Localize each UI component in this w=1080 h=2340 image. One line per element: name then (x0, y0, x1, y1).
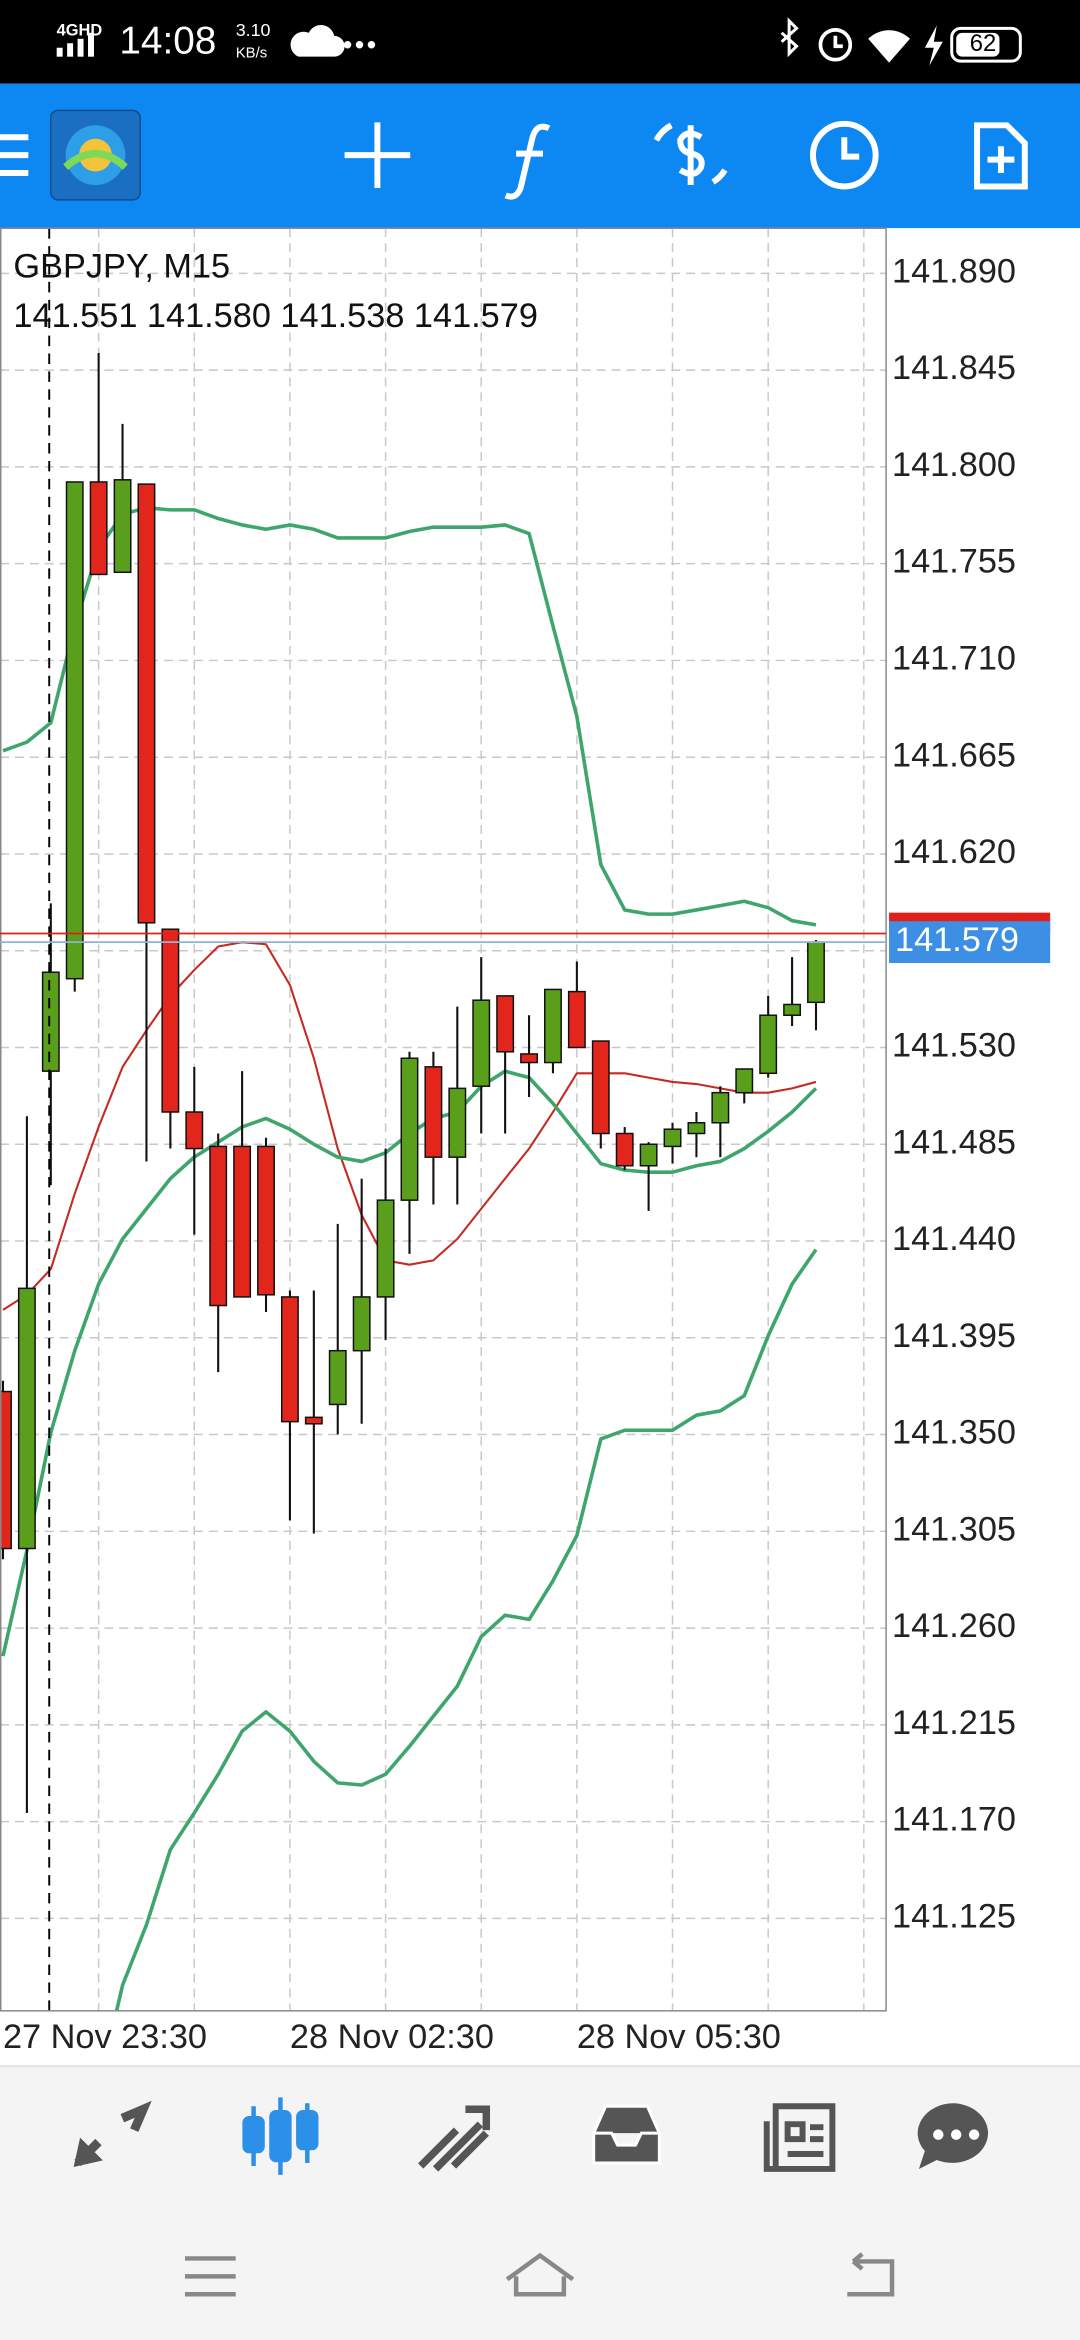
candle-body (17, 1287, 36, 1550)
battery-icon (950, 26, 1022, 63)
y-tick-label: 141.890 (892, 252, 1016, 290)
trade-button[interactable] (653, 122, 728, 185)
y-tick-label: 141.350 (892, 1414, 1016, 1452)
net-speed: 3.10 (236, 20, 271, 40)
new-order-button[interactable] (974, 122, 1028, 190)
candle-body (807, 941, 825, 1004)
indicator-line (2, 941, 817, 1311)
y-tick-label: 141.800 (892, 446, 1016, 484)
y-tick-label: 141.395 (892, 1317, 1016, 1355)
indicators-button[interactable] (504, 123, 551, 200)
signal-icon (56, 32, 94, 57)
more-icon (343, 41, 376, 49)
candle-body (567, 990, 586, 1049)
candle-body (41, 971, 60, 1072)
history-button[interactable] (810, 120, 879, 190)
y-tick-label: 141.440 (892, 1220, 1016, 1258)
battery-level (956, 32, 1000, 57)
candle-body (113, 479, 132, 574)
candle-body (209, 1145, 228, 1307)
candle-body (783, 1003, 802, 1016)
y-tick-label: 141.305 (892, 1510, 1016, 1548)
candle-body (233, 1145, 252, 1298)
x-tick-label: 27 Nov 23:30 (3, 2018, 207, 2056)
x-tick-label: 28 Nov 02:30 (290, 2018, 494, 2056)
candle-body (711, 1091, 730, 1124)
y-tick-label: 141.530 (892, 1027, 1016, 1065)
network-label: 4GHD (57, 22, 103, 40)
y-tick-label: 141.710 (892, 640, 1016, 678)
candle-body (0, 1390, 12, 1550)
candle-body (759, 1014, 778, 1075)
chart-background (0, 228, 1080, 2067)
candle-body (280, 1296, 299, 1423)
app-logo (49, 109, 141, 201)
candle-body (185, 1111, 204, 1150)
y-tick-label: 141.845 (892, 349, 1016, 387)
candle-body (448, 1087, 467, 1158)
wifi-icon (868, 30, 910, 63)
ohlc-readout: 141.551 141.580 141.538 141.579 (13, 297, 538, 335)
alarm-icon (818, 27, 853, 62)
candle-body (257, 1145, 275, 1296)
candle-body (89, 481, 108, 576)
y-tick-label: 141.665 (892, 736, 1016, 774)
candle-body (615, 1132, 634, 1167)
y-tick-label: 141.485 (892, 1123, 1016, 1161)
y-tick-label: 141.215 (892, 1704, 1016, 1742)
candle-body (544, 988, 562, 1064)
candle-body (639, 1143, 658, 1167)
candle-body (328, 1349, 347, 1406)
candle-body (496, 995, 515, 1053)
bid-label: 141.579 (895, 921, 1019, 959)
y-tick-label: 141.755 (892, 543, 1016, 581)
chart-tab[interactable] (242, 2097, 319, 2175)
candle-body (424, 1066, 443, 1158)
candle-body (687, 1122, 706, 1135)
plot-area (0, 352, 825, 2011)
back-button[interactable] (847, 2252, 895, 2297)
candle-body (376, 1199, 395, 1298)
bid-label-box (889, 921, 1051, 964)
candle-body (352, 1296, 371, 1352)
chart-frame (0, 227, 887, 2012)
y-tick-label: 141.125 (892, 1897, 1016, 1935)
candle-body (161, 928, 180, 1113)
candle-body (304, 1416, 323, 1425)
candle-body (400, 1057, 419, 1201)
recents-button[interactable] (184, 2256, 236, 2297)
trade-tab[interactable] (418, 2105, 491, 2172)
home-button[interactable] (505, 2252, 575, 2297)
candle-body (472, 999, 491, 1087)
crosshair-button[interactable] (344, 122, 411, 188)
news-tab[interactable] (763, 2103, 836, 2172)
y-tick-label: 141.170 (892, 1801, 1016, 1839)
grid (0, 228, 887, 2011)
x-tick-label: 28 Nov 05:30 (577, 2018, 781, 2056)
bottom-bar (0, 2066, 1080, 2340)
bluetooth-icon (780, 17, 799, 58)
menu-button[interactable] (0, 134, 29, 177)
history-tab[interactable] (592, 2104, 661, 2165)
system-nav (184, 2252, 895, 2297)
chart-title: GBPJPY, M15 (13, 248, 230, 286)
candle-body (520, 1053, 539, 1064)
battery-label: 62 (970, 30, 997, 57)
chat-tab[interactable] (917, 2103, 989, 2169)
candle-body (591, 1040, 610, 1135)
candle-body (735, 1068, 754, 1094)
candle-body (65, 481, 84, 980)
y-tick-label: 141.620 (892, 833, 1016, 871)
indicator-line (114, 1248, 818, 2011)
clock: 14:08 (119, 20, 216, 63)
candle-body (137, 483, 156, 924)
charge-icon (924, 25, 943, 66)
quotes-tab[interactable] (73, 2100, 152, 2167)
candle-body (663, 1128, 682, 1148)
y-tick-label: 141.260 (892, 1607, 1016, 1645)
net-speed-unit: KB/s (236, 46, 267, 62)
weather-icon (290, 25, 345, 57)
